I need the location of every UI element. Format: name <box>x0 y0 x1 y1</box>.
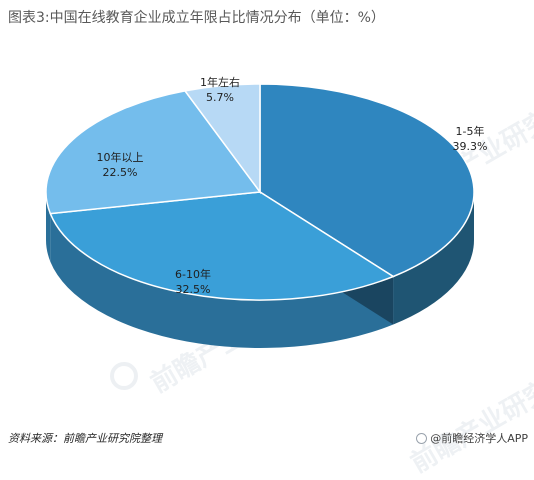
slice-value-3: 5.7% <box>206 91 234 104</box>
pie-side-1 <box>50 213 394 348</box>
pie-top-group <box>45 83 475 301</box>
slice-label-3: 1年左右 <box>200 75 240 89</box>
slice-value-1: 32.5% <box>176 283 211 296</box>
brand-logo-icon <box>416 432 428 444</box>
slice-label-2: 10年以上 <box>97 150 144 164</box>
pie-side-0 <box>393 192 474 325</box>
slice-value-0: 39.3% <box>453 140 488 153</box>
source-note: 资料来源：前瞻产业研究院整理 <box>8 432 162 445</box>
slice-label-1: 6-10年 <box>175 267 211 281</box>
brand-label: @前瞻经济学人APP <box>416 430 528 446</box>
pie-slice-2 <box>45 90 262 215</box>
slice-value-2: 22.5% <box>103 166 138 179</box>
pie-chart: 1-5年 39.3% 6-10年 32.5% 10年以上 22.5% 1年左右 5.7% <box>45 75 488 348</box>
pie-side-2 <box>46 192 51 262</box>
chart-title: 图表3:中国在线教育企业成立年限占比情况分布（单位：%） <box>8 10 385 26</box>
pie-slice-3 <box>183 83 261 195</box>
pie-slice-0 <box>259 83 475 278</box>
pie-slice-1 <box>49 191 395 301</box>
brand-text: @前瞻经济学人APP <box>430 432 528 445</box>
watermark-logo-icon <box>110 362 138 390</box>
slice-label-0: 1-5年 <box>456 124 485 138</box>
